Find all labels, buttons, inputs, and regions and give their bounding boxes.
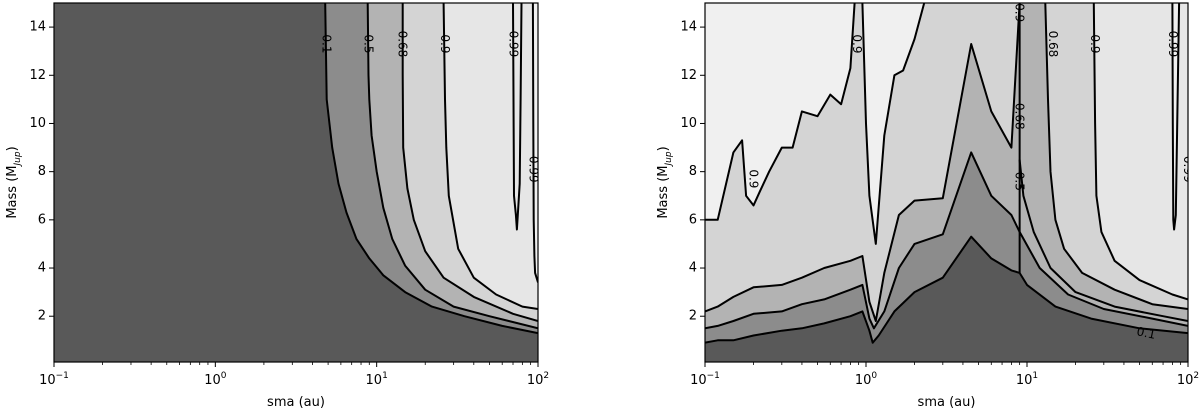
contour-line-0-68 — [401, 3, 538, 322]
region-fill — [1093, 3, 1188, 362]
contour-label: 0.99 — [507, 31, 521, 58]
contour-line-0-99b — [1171, 3, 1181, 231]
y-tick-label: 4 — [38, 261, 46, 276]
contour-line-0-99 — [1092, 3, 1188, 301]
contour-line-0-9b — [861, 3, 926, 245]
y-tick-label: 6 — [689, 212, 697, 227]
x-tick-label: 10−1 — [39, 371, 69, 388]
contour-line-0-9 — [705, 3, 856, 221]
y-tick-label: 12 — [680, 68, 697, 83]
contour-label: 0.68 — [1046, 31, 1060, 58]
y-axis-label: Mass (MJup) — [656, 146, 674, 218]
contour-label: 0.1 — [320, 34, 334, 53]
contour-line-0-99 — [531, 3, 538, 283]
region-fill — [54, 3, 538, 362]
x-axis-label: sma (au) — [918, 395, 976, 410]
y-tick-label: 10 — [29, 116, 46, 131]
contour-label: 0.99 — [1166, 31, 1180, 58]
axes-frame — [704, 2, 1189, 363]
contour-label: 0.9 — [1013, 3, 1027, 22]
contour-label: 0.99 — [526, 156, 540, 183]
contour-label: 0.5 — [1013, 172, 1027, 191]
y-axis-label: Mass (MJup) — [5, 146, 23, 218]
y-tick-label: 6 — [38, 212, 46, 227]
y-tick-label: 2 — [689, 309, 697, 324]
y-tick-label: 8 — [689, 164, 697, 179]
x-tick-label: 102 — [1177, 371, 1199, 388]
contour-line-0-99 — [512, 3, 523, 231]
x-tick-label: 10−1 — [690, 371, 720, 388]
right-panel: 0.9 0.9 0.68 0.5 0.9 0.68 0.9 0.99 0.99 0.1 10−1 10… — [656, 2, 1199, 410]
contour-line-0-9c — [1044, 3, 1188, 310]
contour-label: 0.68 — [396, 31, 410, 58]
contour-line-0-1 — [705, 235, 1188, 344]
contour-label: 0.9 — [746, 169, 760, 188]
contour-line-0-5 — [366, 3, 538, 330]
y-tick-label: 8 — [38, 164, 46, 179]
x-axis-label: sma (au) — [267, 395, 325, 410]
contour-line-0-5 — [705, 151, 1188, 330]
region-fill — [705, 236, 1188, 362]
x-tick-label: 100 — [855, 371, 878, 388]
contour-line-0-68 — [705, 3, 1021, 322]
y-tick-label: 14 — [29, 20, 46, 35]
contour-label: 0.5 — [362, 34, 376, 53]
left-panel: 0.1 0.5 0.68 0.9 0.99 0.99 10−1 100 101 102 2 4 6 8 10… — [5, 2, 549, 410]
contour-label: 0.1 — [1135, 324, 1157, 342]
y-tick-label: 2 — [38, 309, 46, 324]
plot-area: 0.9 0.9 0.68 0.5 0.9 0.68 0.9 0.99 0.99 0.1 — [705, 3, 1195, 362]
contour-label: 0.68 — [1013, 103, 1027, 130]
contour-line-0-68b — [1018, 159, 1188, 322]
y-tick-label: 12 — [29, 68, 46, 83]
contour-label: 0.99 — [1181, 156, 1195, 183]
contour-label: 0.9 — [438, 34, 452, 53]
contour-line-0-9 — [442, 3, 538, 310]
x-tick-label: 101 — [1016, 371, 1038, 388]
y-tick-label: 4 — [689, 261, 697, 276]
axes-frame — [53, 2, 539, 363]
contour-line-0-1 — [324, 3, 538, 335]
plot-area: 0.1 0.5 0.68 0.9 0.99 0.99 — [54, 3, 540, 362]
x-tick-label: 102 — [527, 371, 549, 388]
contour-label: 0.9 — [1088, 34, 1102, 53]
y-tick-label: 10 — [680, 116, 697, 131]
x-tick-label: 100 — [204, 371, 227, 388]
x-tick-label: 101 — [366, 371, 388, 388]
y-tick-label: 14 — [680, 20, 697, 35]
contour-label: 0.9 — [850, 34, 864, 53]
